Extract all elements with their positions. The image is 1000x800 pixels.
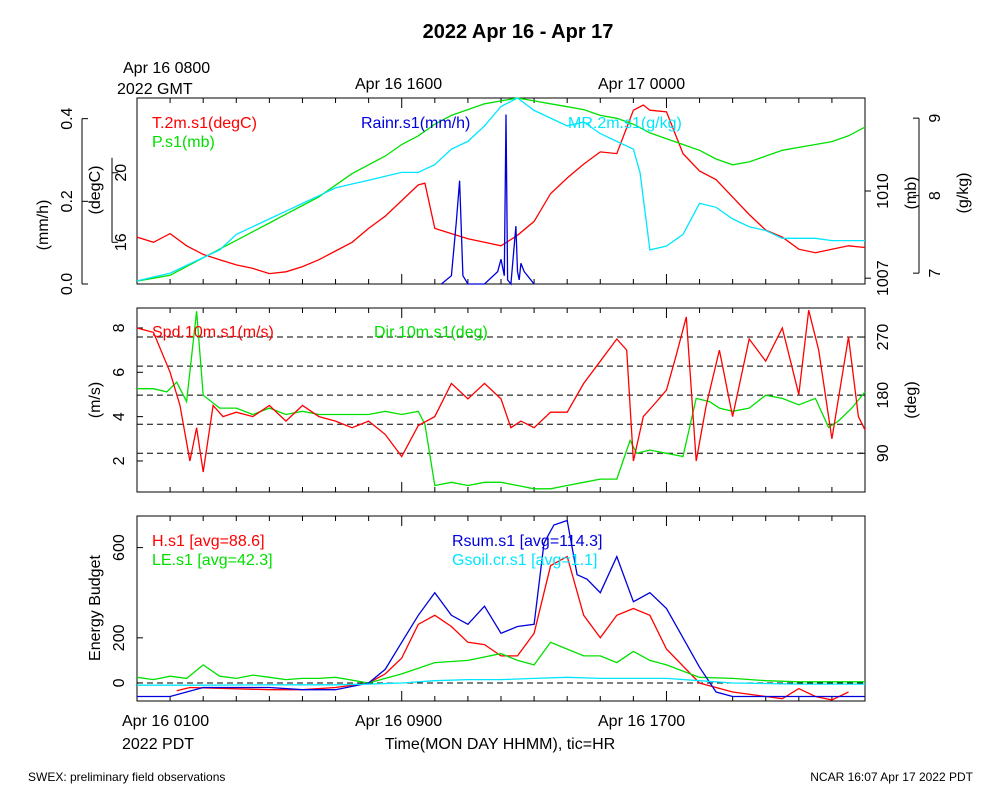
series-line-rainr-s1-mm-h- [440,114,535,286]
legend-sensible-heat: H.s1 [avg=88.6] [152,533,265,550]
top-time-year-label: 2022 GMT [117,81,193,98]
mixing-ratio-axis-label: (g/kg) [955,173,972,214]
speed-tick-label: 6 [111,368,128,377]
chart-title: 2022 Apr 16 - Apr 17 [423,21,614,43]
speed-tick-label: 8 [111,323,128,332]
legend-wind-direction: Dir.10m.s1(deg) [374,324,488,341]
mixing-ratio-tick-label: 9 [927,114,944,123]
legend-latent-heat: LE.s1 [avg=42.3] [152,552,273,569]
bottom-time-label-first: Apr 16 0100 [122,713,209,730]
top-time-label-first: Apr 16 0800 [123,60,210,77]
direction-tick-label: 180 [875,382,892,409]
legend-wind-speed: Spd.10m.s1(m/s) [152,324,274,341]
panel-energy-budget: 0 200 600 Energy Budget H.s1 [avg=88.6] LE.s1… [87,515,866,702]
energy-axis-label: Energy Budget [87,555,104,661]
series-line-le-s1 [136,641,865,684]
legend-pressure: P.s1(mb) [152,134,215,151]
x-axis-label: Time(MON DAY HHMM), tic=HR [385,736,615,753]
rain-axis-label: (mm/h) [35,200,52,251]
footer-left: SWEX: preliminary field observations [28,770,225,784]
temp-axis-label: (degC) [87,166,104,215]
series-line-p-s1-mb- [136,97,866,282]
rain-tick-label: 0.2 [59,190,76,212]
temp-tick-label: 16 [113,233,130,251]
footer-right: NCAR 16:07 Apr 17 2022 PDT [810,770,973,784]
pressure-tick-label: 1007 [875,260,892,296]
direction-axis-label: (deg) [903,381,920,418]
series-line-spd-10m-s1-m-s- [136,310,866,473]
speed-axis-label: (m/s) [87,382,104,418]
bottom-time-year-label: 2022 PDT [122,736,194,753]
series-line-mr-2m-s1-g-kg- [136,97,865,282]
speed-tick-label: 2 [111,456,128,465]
top-time-label-mid: Apr 16 1600 [355,76,442,93]
panel-wind: 2 4 6 8 (m/s) 90 180 270 (deg) Spd.10m.s1(m/s) Dir… [87,307,920,493]
energy-tick-label: 0 [111,678,128,687]
series-line-gsoil-cr-s1 [137,676,865,686]
mixing-ratio-tick-label: 8 [927,191,944,200]
legend-rain-rate: Rainr.s1(mm/h) [361,115,470,132]
legend-temperature: T.2m.s1(degC) [152,115,257,132]
bottom-time-label-mid: Apr 16 0900 [355,713,442,730]
temp-tick-label: 20 [113,164,130,182]
energy-tick-label: 200 [111,624,128,651]
rain-tick-label: 0.0 [59,273,76,295]
bottom-time-label-last: Apr 16 1700 [598,713,685,730]
mixing-ratio-tick-label: 7 [927,269,944,278]
legend-soil-heat: Gsoil.cr.s1 [avg=1.1] [452,552,597,569]
top-time-label-last: Apr 17 0000 [598,76,685,93]
series-line-rsum-s1 [137,519,865,698]
series-line-dir-10m-s1-deg- [137,311,866,490]
legend-radiation-sum: Rsum.s1 [avg=114.3] [452,533,602,550]
pressure-tick-label: 1010 [875,173,892,209]
panel-temperature-pressure-rain: 0.0 0.2 0.4 (mm/h) 16 20 (degC) 1007 1010 (mb) 7 8 9… [35,97,972,296]
series-line-t-2m-s1-degc- [136,104,866,275]
energy-tick-label: 600 [111,534,128,561]
direction-tick-label: 90 [875,444,892,462]
speed-tick-label: 4 [111,412,128,421]
pressure-axis-label: (mb) [903,177,920,210]
rain-tick-label: 0.4 [59,107,76,129]
direction-tick-label: 270 [875,324,892,351]
legend-mixing-ratio: MR.2m.s1(g/kg) [568,115,682,132]
